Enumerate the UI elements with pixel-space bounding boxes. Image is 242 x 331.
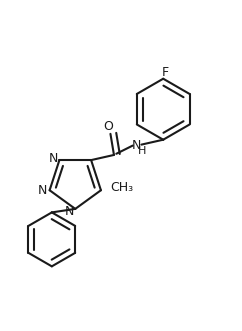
Text: N: N: [132, 139, 141, 152]
Text: F: F: [162, 66, 169, 79]
Text: O: O: [104, 120, 113, 133]
Text: N: N: [38, 184, 47, 197]
Text: CH₃: CH₃: [110, 181, 133, 194]
Text: H: H: [138, 146, 146, 156]
Text: N: N: [49, 152, 58, 166]
Text: N: N: [65, 205, 74, 218]
